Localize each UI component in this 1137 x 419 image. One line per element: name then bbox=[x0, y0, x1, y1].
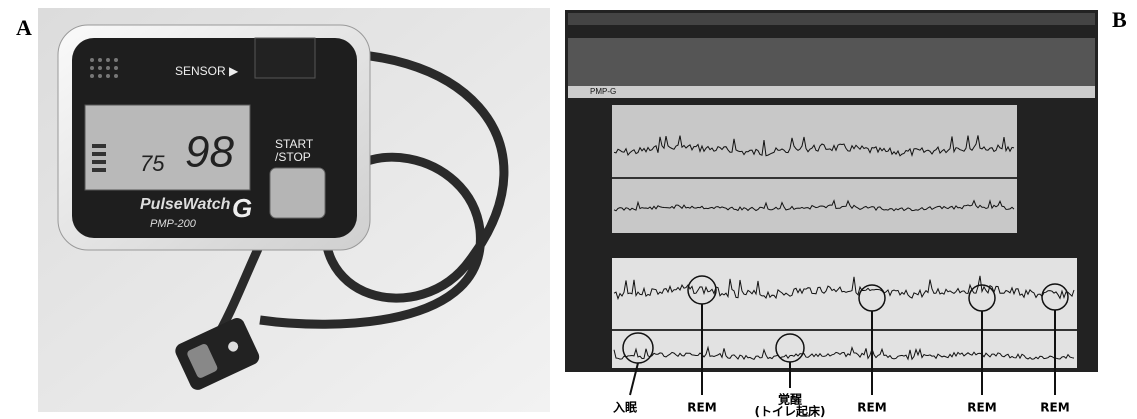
circle bbox=[90, 66, 94, 70]
circle bbox=[90, 58, 94, 62]
annotation: REM bbox=[857, 401, 886, 415]
lcd-spo2: 98 bbox=[185, 128, 234, 177]
rect bbox=[92, 144, 106, 148]
circle bbox=[114, 74, 118, 78]
rect bbox=[92, 152, 106, 156]
circle bbox=[98, 74, 102, 78]
rect bbox=[92, 160, 106, 164]
connector bbox=[255, 38, 315, 78]
circle bbox=[114, 66, 118, 70]
panel-label: B bbox=[1112, 7, 1127, 32]
page: A SENSOR ▶ 75 98 START /STOP PulseWatch … bbox=[0, 0, 1137, 419]
button-label: /STOP bbox=[275, 150, 311, 164]
figure: A SENSOR ▶ 75 98 START /STOP PulseWatch … bbox=[0, 0, 1137, 419]
model-letter: G bbox=[232, 193, 252, 223]
sensor-label: SENSOR ▶ bbox=[175, 64, 239, 78]
circle bbox=[98, 58, 102, 62]
model: PMP-200 bbox=[150, 218, 197, 230]
circle bbox=[114, 58, 118, 62]
circle bbox=[106, 58, 110, 62]
brand: PulseWatch bbox=[140, 196, 231, 213]
circle bbox=[98, 66, 102, 70]
lower-chart bbox=[612, 258, 1077, 368]
button-label: START bbox=[275, 137, 314, 151]
circle bbox=[90, 74, 94, 78]
annotation: REM bbox=[967, 401, 996, 415]
panel-label: A bbox=[16, 15, 32, 40]
annotation: (トイレ起床) bbox=[755, 404, 826, 419]
annotation: REM bbox=[1040, 401, 1069, 415]
upper-chart bbox=[612, 105, 1017, 233]
title-bar bbox=[568, 13, 1095, 25]
annotation: REM bbox=[687, 401, 716, 415]
annotation: 入眠 bbox=[613, 401, 637, 415]
circle bbox=[106, 66, 110, 70]
circle bbox=[106, 74, 110, 78]
lcd-pulse: 75 bbox=[140, 151, 165, 176]
start-stop-button bbox=[270, 168, 325, 218]
info-row bbox=[568, 86, 1095, 98]
device-name: PMP-G bbox=[590, 87, 616, 96]
rect bbox=[92, 168, 106, 172]
